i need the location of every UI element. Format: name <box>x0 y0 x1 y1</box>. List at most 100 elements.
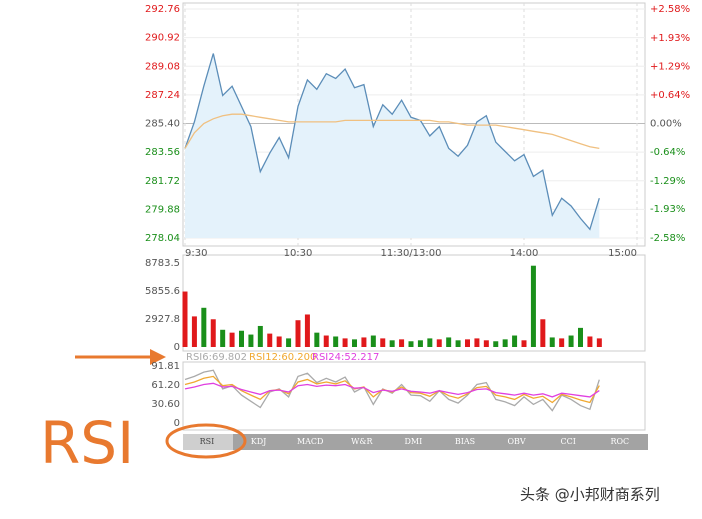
area <box>185 53 600 238</box>
y-tick-label: 289.08 <box>145 61 180 72</box>
y-tick-label: 0 <box>174 342 180 353</box>
tab[interactable]: RSI <box>200 437 215 446</box>
volume-bar <box>370 335 376 347</box>
tabs: RSI KDJ MACD W&R DMI BIAS OBV CCI ROC <box>200 437 629 446</box>
volume-bar <box>436 339 442 347</box>
volume-bar <box>257 325 263 347</box>
volume-bar <box>512 335 518 347</box>
volume-bar <box>389 340 395 347</box>
line <box>184 113 600 150</box>
y2-tick-label: -1.93% <box>650 204 685 215</box>
y-tick-label: 292.76 <box>145 4 180 15</box>
tab[interactable]: KDJ <box>251 437 267 446</box>
volume-bar <box>530 265 536 347</box>
volume-bar <box>502 339 508 347</box>
tab[interactable]: BIAS <box>455 437 475 446</box>
highlight-ellipse <box>165 423 247 459</box>
y-tick-label: 290.92 <box>145 33 180 44</box>
x-tick-label: 11:30/13:00 <box>380 248 441 259</box>
y-tick-label: 0 <box>174 418 180 429</box>
y2-tick-label: -0.64% <box>650 147 685 158</box>
legend-entry: RSI24:52.217 <box>312 352 379 363</box>
y2-tick-label: 0.00% <box>650 119 682 130</box>
tab[interactable]: ROC <box>610 437 629 446</box>
y-tick-label: 281.72 <box>145 176 180 187</box>
y-tick-label: 30.60 <box>151 399 180 410</box>
y-tick-label: 5855.6 <box>145 286 180 297</box>
volume-bar <box>493 341 499 347</box>
volume-bar <box>568 335 574 347</box>
volume-bar <box>399 339 405 347</box>
volume-bar <box>578 327 583 347</box>
annotation: RSI <box>40 409 134 477</box>
volume-bar <box>342 338 348 347</box>
volume-bar <box>220 329 226 347</box>
volume-bar <box>587 336 593 347</box>
line <box>184 375 600 404</box>
y2-tick-label: +1.29% <box>650 61 690 72</box>
volume-bar <box>239 330 244 347</box>
y-tick-label: 8783.5 <box>145 258 180 269</box>
volume-bar <box>323 335 329 347</box>
line <box>184 382 600 398</box>
volume-bar <box>521 340 527 347</box>
y-tick-label: 61.20 <box>151 380 180 391</box>
tab[interactable]: OBV <box>507 437 525 446</box>
tab-bar <box>183 434 648 450</box>
volume-bar <box>596 338 602 347</box>
y-tick-label: 2927.8 <box>145 314 180 325</box>
tab[interactable]: DMI <box>405 437 423 446</box>
volume-bar <box>333 336 339 347</box>
watermark: 头条 @小邦财商系列 <box>520 486 660 504</box>
legend-entry: RSI12:60.200 <box>249 352 316 363</box>
y-tick-label: 278.04 <box>145 233 180 244</box>
volume-bar <box>295 320 301 347</box>
tab[interactable]: W&R <box>351 437 373 446</box>
tab-selected <box>183 434 233 450</box>
x-tick-label: 14:00 <box>510 248 539 259</box>
volume-bar <box>455 340 461 347</box>
volume-bar <box>361 337 367 347</box>
volume-bar <box>417 340 423 347</box>
tab[interactable]: MACD <box>297 437 324 446</box>
line <box>184 369 600 412</box>
legend-entry: RSI6:69.802 <box>186 352 247 363</box>
y-tick-label: 285.40 <box>145 119 180 130</box>
volume-bar <box>229 332 235 347</box>
volume-bar <box>304 314 310 347</box>
volume-bar <box>276 336 282 347</box>
volume-bar <box>540 319 546 347</box>
volume-bar <box>248 334 254 347</box>
arrow-head <box>150 349 166 365</box>
y-tick-label: 91.81 <box>151 361 180 372</box>
line <box>184 53 600 231</box>
volume-bar <box>483 340 489 347</box>
y2-tick-label: +1.93% <box>650 33 690 44</box>
volume-bar <box>314 332 320 347</box>
volume-bar <box>286 338 292 347</box>
y2-tick-label: -2.58% <box>650 233 685 244</box>
tab[interactable]: CCI <box>560 437 575 446</box>
volume-bar <box>427 338 433 347</box>
volume-bar <box>267 333 273 347</box>
volume-bar <box>201 307 207 347</box>
volume-bar <box>465 339 470 347</box>
volume-bar <box>559 338 565 347</box>
volume-bar <box>474 338 480 347</box>
volume-bar <box>182 291 188 347</box>
x-tick-label: 10:30 <box>284 248 313 259</box>
volume-bar <box>352 339 357 347</box>
y2-tick-label: +2.58% <box>650 4 690 15</box>
volume-bar <box>549 337 555 347</box>
volume-bar <box>191 316 197 347</box>
y-tick-label: 279.88 <box>145 204 180 215</box>
volume-bar <box>380 338 386 347</box>
y2-tick-label: -1.29% <box>650 176 685 187</box>
volume-bar <box>446 337 452 347</box>
x-tick-label: 15:00 <box>608 248 637 259</box>
y-tick-label: 283.56 <box>145 147 180 158</box>
y2-tick-label: +0.64% <box>650 90 690 101</box>
volume-bar <box>210 319 216 347</box>
y-tick-label: 287.24 <box>145 90 180 101</box>
